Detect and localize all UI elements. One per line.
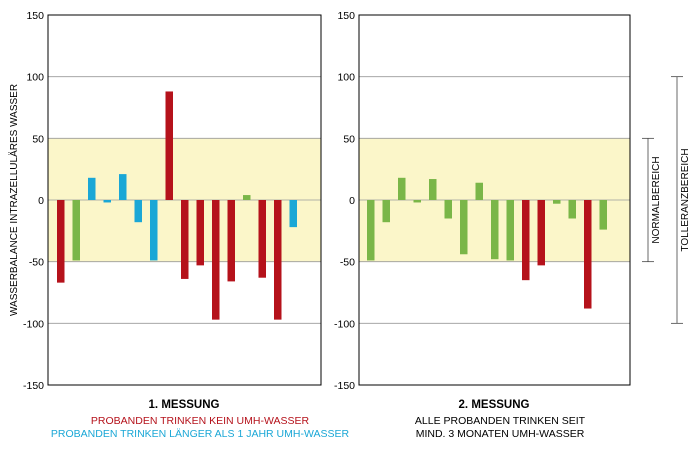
chart1-bar — [72, 200, 80, 261]
chart1-bar — [196, 200, 204, 266]
chart1-bar — [103, 200, 111, 203]
chart1-tick-label: -100 — [23, 318, 44, 330]
chart1-tick-label: 50 — [32, 133, 44, 145]
range-bracket-2-label: TOLLERANZBEREICH — [680, 148, 691, 251]
chart1-bar — [258, 200, 266, 278]
chart1-bar — [274, 200, 282, 320]
chart2-bar — [537, 200, 545, 266]
range-bracket-1-label: NORMALBEREICH — [651, 156, 662, 243]
legend-blue-label: PROBANDEN TRINKEN LÄNGER ALS 1 JAHR UMH-… — [50, 428, 350, 440]
chart2-tick-label: 100 — [337, 72, 355, 84]
chart2-bar — [568, 200, 576, 219]
chart2-bar — [382, 200, 390, 223]
chart1-bar — [150, 200, 158, 261]
chart2-caption-line1: ALLE PROBANDEN TRINKEN SEIT — [414, 415, 586, 427]
chart2-title: 2. MESSUNG — [459, 399, 530, 411]
y-axis-label: WASSERBALANCE INTRAZELLULÄRES WASSER — [8, 84, 20, 316]
chart2-tick-label: 150 — [337, 10, 355, 22]
chart2-bar — [475, 182, 483, 200]
chart1-bar — [57, 200, 65, 283]
chart1-tick-label: 100 — [26, 72, 44, 84]
chart1-tick-label: 0 — [38, 195, 44, 207]
chart2-bar — [553, 200, 561, 204]
chart2-bar — [398, 177, 406, 200]
chart1-title: 1. MESSUNG — [149, 399, 220, 411]
chart1-bar — [119, 174, 127, 200]
chart2-bar — [599, 200, 607, 230]
chart1-bar — [289, 200, 297, 228]
chart2-tick-label: -150 — [334, 380, 355, 392]
chart2-bar — [506, 200, 514, 261]
chart2-tick-label: 0 — [349, 195, 355, 207]
chart1-frame — [47, 14, 322, 386]
chart1-bar — [227, 200, 235, 282]
chart2-tick-label: -100 — [334, 318, 355, 330]
chart1-bar — [88, 177, 96, 200]
chart2-bar — [584, 200, 592, 309]
chart1-tick-label: -50 — [29, 257, 44, 269]
chart1-bar — [181, 200, 189, 279]
chart2-bar — [522, 200, 530, 281]
chart2-bar — [460, 200, 468, 255]
chart2-tick-label: -50 — [340, 257, 355, 269]
chart1-bar — [243, 195, 251, 200]
chart1-bar — [212, 200, 220, 320]
chart2-bar — [367, 200, 375, 261]
chart2-caption-line2: MIND. 3 MONATEN UMH-WASSER — [415, 428, 585, 440]
chart2-bar — [491, 200, 499, 260]
chart1-tick-label: 150 — [26, 10, 44, 22]
chart1-bar — [165, 91, 173, 200]
chart2-bar — [413, 200, 421, 203]
chart2-tick-label: 50 — [343, 133, 355, 145]
legend-red-label: PROBANDEN TRINKEN KEIN UMH-WASSER — [90, 415, 310, 427]
chart1-bar — [134, 200, 142, 223]
chart2-bar — [444, 200, 452, 219]
chart2-frame — [358, 14, 631, 386]
chart2-bar — [429, 179, 437, 200]
chart1-tick-label: -150 — [23, 380, 44, 392]
